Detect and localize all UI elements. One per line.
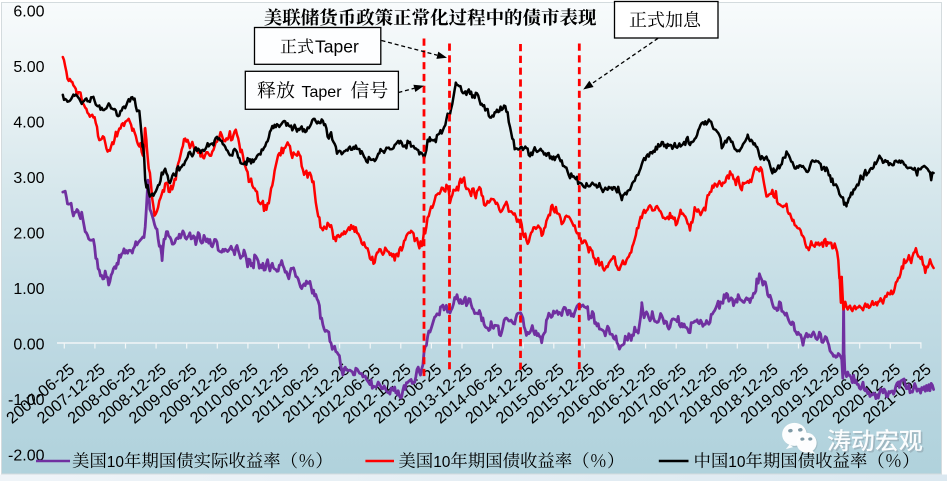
svg-text:5.00: 5.00	[13, 59, 44, 76]
svg-text:2.00: 2.00	[13, 225, 44, 242]
svg-text:1.00: 1.00	[13, 281, 44, 298]
svg-text:10: 10	[433, 454, 451, 471]
svg-text:0.00: 0.00	[13, 336, 44, 353]
svg-text:-2.00: -2.00	[8, 447, 45, 464]
svg-text:4.00: 4.00	[13, 114, 44, 131]
svg-text:10: 10	[728, 454, 746, 471]
svg-text:10: 10	[107, 454, 125, 471]
svg-text:-1.00: -1.00	[8, 392, 45, 409]
svg-text:Taper: Taper	[302, 84, 343, 101]
svg-text:3.00: 3.00	[13, 170, 44, 187]
svg-text:Taper: Taper	[315, 37, 359, 57]
svg-text:6.00: 6.00	[13, 3, 44, 20]
